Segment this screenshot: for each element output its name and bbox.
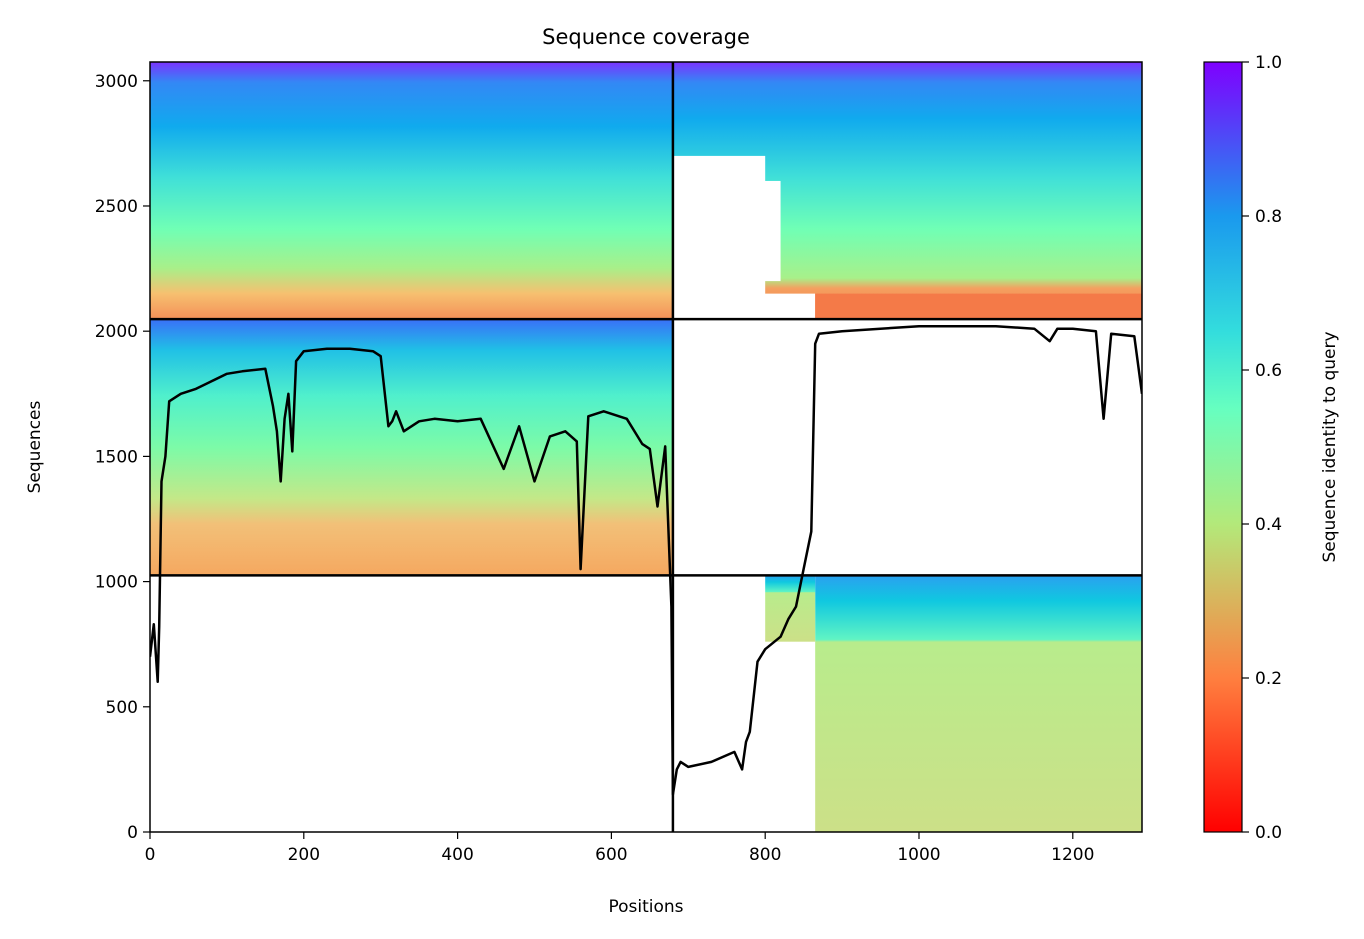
x-tick-label: 600 — [595, 845, 627, 865]
x-tick-label: 800 — [749, 845, 781, 865]
y-tick-label: 0 — [127, 823, 138, 843]
x-tick-label: 1200 — [1051, 845, 1094, 865]
y-tick-label: 500 — [106, 698, 138, 718]
y-tick-label: 1500 — [95, 447, 138, 467]
colorbar-tick-label: 0.8 — [1255, 207, 1282, 227]
coverage-line — [150, 324, 1142, 796]
coverage-block — [150, 62, 673, 320]
x-tick-label: 200 — [288, 845, 320, 865]
colorbar-tick-label: 1.0 — [1255, 53, 1282, 73]
y-tick-label: 2000 — [95, 322, 138, 342]
coverage-block — [150, 319, 673, 576]
colorbar-tick-label: 0.2 — [1255, 669, 1282, 689]
coverage-block — [815, 293, 1142, 320]
x-tick-label: 1000 — [897, 845, 940, 865]
x-tick-label: 400 — [441, 845, 473, 865]
colorbar-tick-label: 0.0 — [1255, 823, 1282, 843]
y-tick-label: 3000 — [95, 72, 138, 92]
plot-frame — [149, 61, 1143, 833]
colorbar-tick-label: 0.6 — [1255, 361, 1282, 381]
uncovered-region — [672, 293, 816, 320]
x-axis-label: Positions — [608, 897, 683, 917]
coverage-block — [765, 575, 816, 642]
uncovered-region — [672, 180, 781, 282]
colorbar-tick-label: 0.4 — [1255, 515, 1282, 535]
x-tick-label: 0 — [145, 845, 156, 865]
colorbar-label: Sequence identity to query — [1320, 331, 1340, 562]
y-tick-label: 1000 — [95, 573, 138, 593]
y-axis-label: Sequences — [25, 401, 45, 494]
y-tick-label: 2500 — [95, 197, 138, 217]
uncovered-region — [672, 575, 766, 645]
colorbar — [1203, 61, 1243, 833]
chart-title: Sequence coverage — [542, 25, 750, 49]
